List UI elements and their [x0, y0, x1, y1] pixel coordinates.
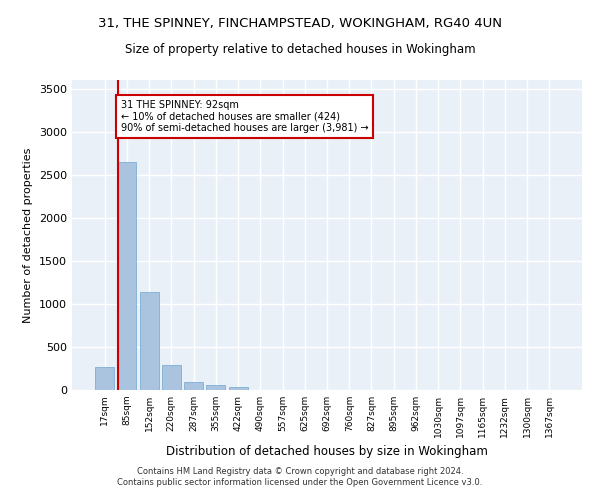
Bar	[95, 367, 114, 390]
X-axis label: Distribution of detached houses by size in Wokingham: Distribution of detached houses by size …	[166, 446, 488, 458]
Text: Size of property relative to detached houses in Wokingham: Size of property relative to detached ho…	[125, 42, 475, 56]
Y-axis label: Number of detached properties: Number of detached properties	[23, 148, 34, 322]
Text: Contains HM Land Registry data © Crown copyright and database right 2024.: Contains HM Land Registry data © Crown c…	[137, 467, 463, 476]
Bar	[140, 292, 158, 390]
Text: 31, THE SPINNEY, FINCHAMPSTEAD, WOKINGHAM, RG40 4UN: 31, THE SPINNEY, FINCHAMPSTEAD, WOKINGHA…	[98, 18, 502, 30]
Bar	[118, 162, 136, 390]
Bar	[162, 366, 181, 390]
Bar	[229, 387, 248, 390]
Text: Contains public sector information licensed under the Open Government Licence v3: Contains public sector information licen…	[118, 478, 482, 487]
Text: 31 THE SPINNEY: 92sqm
← 10% of detached houses are smaller (424)
90% of semi-det: 31 THE SPINNEY: 92sqm ← 10% of detached …	[121, 100, 368, 133]
Bar	[184, 382, 203, 390]
Bar	[206, 386, 225, 390]
